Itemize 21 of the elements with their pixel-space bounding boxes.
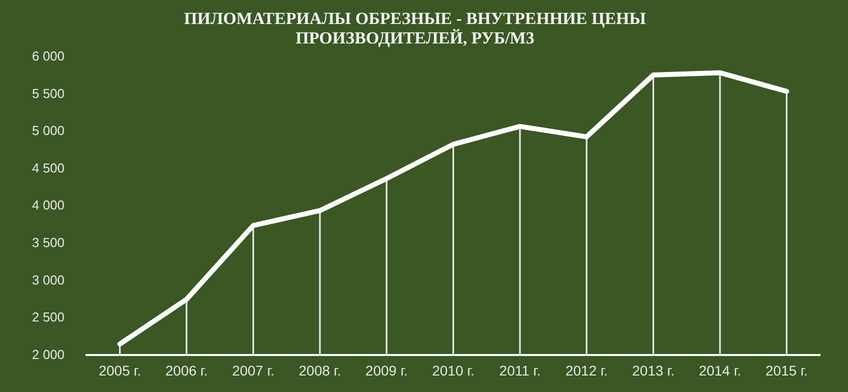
- y-tick-label: 3 500: [32, 234, 65, 250]
- y-tick-label: 2 500: [32, 310, 65, 325]
- x-tick-label: 2011 г.: [499, 362, 541, 378]
- chart-title: ПИЛОМАТЕРИАЛЫ ОБРЕЗНЫЕ - ВНУТРЕННИЕ ЦЕНЫ ПРОИЗВОДИТЕЛЕЙ, РУБ/М3: [184, 9, 646, 48]
- y-tick-label: 5 500: [32, 86, 65, 101]
- x-tick-label: 2005 г.: [98, 362, 142, 378]
- x-tick-label: 2007 г.: [232, 362, 274, 378]
- y-tick-label: 6 000: [32, 48, 65, 64]
- x-tick-label: 2013 г.: [632, 362, 674, 378]
- x-tick-label: 2012 г.: [565, 362, 608, 378]
- x-tick-label: 2008 г.: [298, 362, 342, 378]
- x-tick-label: 2010 г.: [432, 362, 474, 378]
- y-tick-label: 4 500: [32, 160, 65, 176]
- y-tick-label: 3 000: [32, 272, 65, 288]
- x-tick-label: 2009 г.: [365, 362, 408, 378]
- y-tick-label: 5 000: [32, 123, 65, 138]
- y-tick-label: 2 000: [32, 346, 65, 362]
- y-tick-label: 4 000: [32, 198, 65, 213]
- x-tick-label: 2015 г.: [765, 362, 808, 378]
- x-tick-label: 2014 г.: [698, 362, 742, 378]
- x-tick-label: 2006 г.: [165, 362, 208, 378]
